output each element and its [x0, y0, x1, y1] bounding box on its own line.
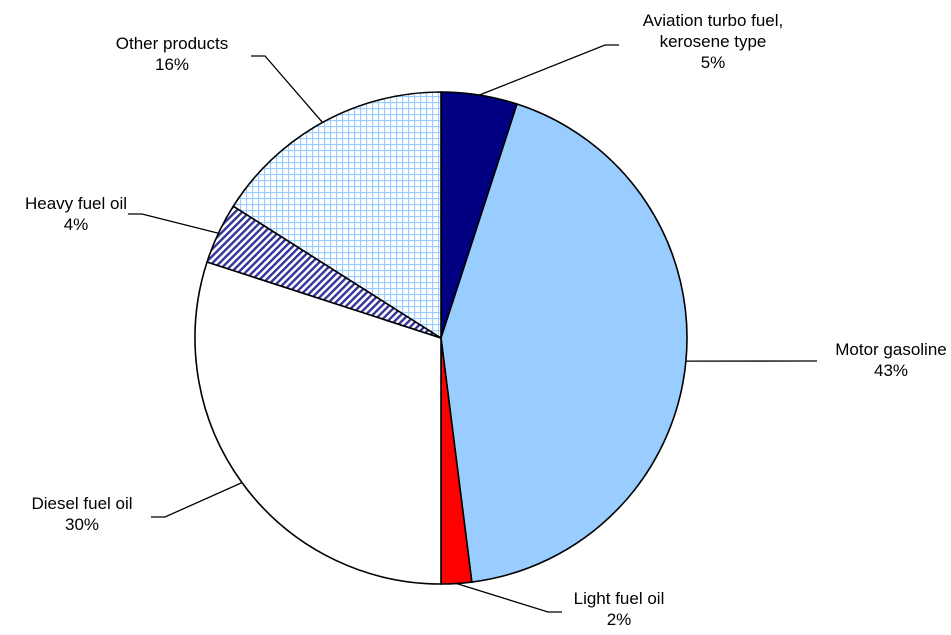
- slice-label-5: Heavy fuel oil: [25, 194, 127, 213]
- slice-label-1: kerosene type: [660, 32, 767, 51]
- leader-line-4: [151, 482, 243, 518]
- slice-label-4: Diesel fuel oil: [31, 494, 132, 513]
- leader-line-3: [456, 582, 562, 613]
- leader-line-1: [479, 44, 619, 96]
- leader-line-6: [251, 55, 323, 123]
- slice-percent-6: 16%: [155, 55, 189, 74]
- slice-percent-2: 43%: [874, 361, 908, 380]
- pie-slice-2: [440, 103, 688, 583]
- slice-label-1: Aviation turbo fuel,: [643, 11, 784, 30]
- pie-slice-6: [232, 91, 442, 340]
- slice-label-2: Motor gasoline: [835, 340, 947, 359]
- pie-slices: [194, 91, 688, 585]
- slice-percent-1: 5%: [701, 53, 726, 72]
- slice-percent-5: 4%: [64, 215, 89, 234]
- leader-lines: [128, 44, 817, 613]
- slice-labels: Aviation turbo fuel, kerosene type 5% Motor…: [25, 11, 947, 629]
- leader-line-5: [128, 213, 219, 234]
- slice-percent-4: 30%: [65, 515, 99, 534]
- slice-label-6: Other products: [116, 34, 228, 53]
- slice-label-3: Light fuel oil: [574, 589, 665, 608]
- slice-percent-3: 2%: [607, 610, 632, 629]
